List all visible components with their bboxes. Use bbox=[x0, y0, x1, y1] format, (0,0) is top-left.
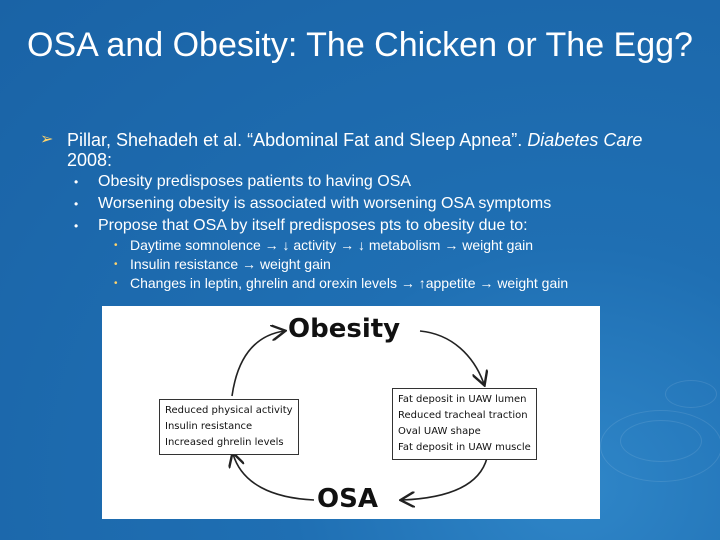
sub-bullet-text: Worsening obesity is associated with wor… bbox=[98, 195, 552, 212]
box-line: Reduced physical activity bbox=[165, 405, 293, 416]
slide-content: ➢ Pillar, Shehadeh et al. “Abdominal Fat… bbox=[40, 130, 680, 293]
arrow-to-right-box bbox=[419, 330, 484, 384]
bullet-citation: ➢ Pillar, Shehadeh et al. “Abdominal Fat… bbox=[40, 130, 680, 170]
arrow-to-left-box bbox=[233, 454, 315, 501]
box-line: Fat deposit in UAW muscle bbox=[398, 442, 531, 453]
box-line: Reduced tracheal traction bbox=[398, 410, 528, 421]
sub-sub-bullet-text: Daytime somnolence → ↓ activity → ↓ meta… bbox=[130, 237, 534, 253]
sub-bullet-text: Propose that OSA by itself predisposes p… bbox=[98, 217, 528, 234]
sub-sub-bullet: • Changes in leptin, ghrelin and orexin … bbox=[40, 274, 680, 293]
sub-bullet: • Propose that OSA by itself predisposes… bbox=[40, 216, 680, 236]
ripple-decoration bbox=[665, 380, 717, 408]
dot-bullet-icon: • bbox=[74, 219, 79, 233]
cycle-diagram: Obesity OSA Reduced physical activity In… bbox=[102, 306, 600, 519]
slide-title: OSA and Obesity: The Chicken or The Egg? bbox=[27, 26, 693, 64]
box-line: Insulin resistance bbox=[165, 421, 253, 432]
dot-bullet-icon: • bbox=[114, 259, 118, 270]
mechanisms-box: Fat deposit in UAW lumen Reduced trachea… bbox=[392, 388, 537, 460]
box-line: Fat deposit in UAW lumen bbox=[398, 394, 527, 405]
cycle-arrows bbox=[102, 306, 600, 519]
citation-year: 2008: bbox=[67, 150, 113, 170]
box-line: Oval UAW shape bbox=[398, 426, 481, 437]
arrow-to-osa bbox=[402, 457, 488, 500]
consequences-box: Reduced physical activity Insulin resist… bbox=[159, 399, 299, 455]
arrow-to-obesity bbox=[231, 331, 284, 397]
obesity-label: Obesity bbox=[288, 314, 401, 344]
osa-label: OSA bbox=[317, 484, 378, 514]
sub-bullet-text: Obesity predisposes patients to having O… bbox=[98, 173, 412, 190]
sub-sub-bullet: • Insulin resistance → weight gain bbox=[40, 255, 680, 274]
journal-name: Diabetes Care bbox=[527, 130, 643, 150]
sub-sub-bullet-text: Changes in leptin, ghrelin and orexin le… bbox=[130, 275, 569, 291]
citation-text: Pillar, Shehadeh et al. “Abdominal Fat a… bbox=[67, 130, 528, 150]
arrow-bullet-icon: ➢ bbox=[40, 131, 54, 148]
dot-bullet-icon: • bbox=[74, 197, 79, 211]
sub-sub-bullet-text: Insulin resistance → weight gain bbox=[130, 256, 331, 272]
dot-bullet-icon: • bbox=[114, 240, 118, 251]
dot-bullet-icon: • bbox=[74, 175, 79, 189]
sub-bullet: • Worsening obesity is associated with w… bbox=[40, 194, 680, 214]
sub-sub-bullet: • Daytime somnolence → ↓ activity → ↓ me… bbox=[40, 236, 680, 255]
ripple-decoration bbox=[600, 410, 720, 482]
dot-bullet-icon: • bbox=[114, 278, 118, 289]
sub-bullet: • Obesity predisposes patients to having… bbox=[40, 172, 680, 192]
box-line: Increased ghrelin levels bbox=[165, 437, 284, 448]
